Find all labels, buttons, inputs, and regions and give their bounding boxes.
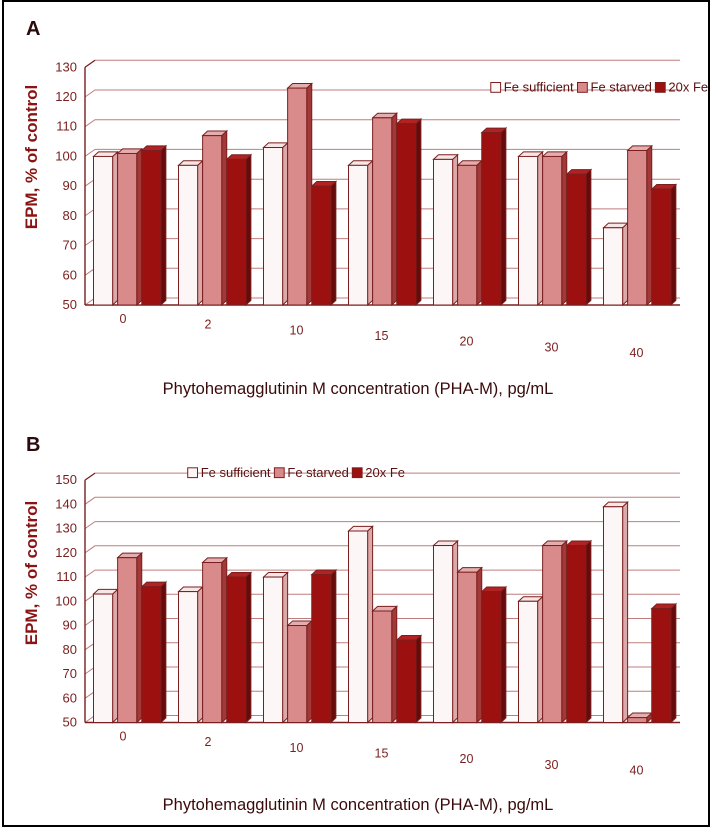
svg-text:100: 100 <box>55 148 77 163</box>
svg-text:140: 140 <box>55 496 77 511</box>
svg-text:2: 2 <box>205 735 212 749</box>
svg-text:Fe sufficient: Fe sufficient <box>504 80 574 95</box>
svg-text:40: 40 <box>630 346 644 360</box>
svg-text:30: 30 <box>545 340 559 354</box>
svg-text:90: 90 <box>63 178 77 193</box>
svg-text:2: 2 <box>205 318 212 332</box>
svg-text:Fe starved: Fe starved <box>591 80 652 95</box>
svg-text:20x Fe: 20x Fe <box>668 80 708 95</box>
svg-text:150: 150 <box>55 472 77 487</box>
svg-text:50: 50 <box>63 297 77 312</box>
svg-text:70: 70 <box>63 666 77 681</box>
svg-text:30: 30 <box>545 757 559 771</box>
svg-text:50: 50 <box>63 714 77 729</box>
svg-text:80: 80 <box>63 208 77 223</box>
svg-text:110: 110 <box>56 119 77 134</box>
svg-text:0: 0 <box>120 729 127 743</box>
svg-text:80: 80 <box>63 641 77 656</box>
svg-text:20: 20 <box>460 335 474 349</box>
svg-text:15: 15 <box>375 746 389 760</box>
svg-text:20: 20 <box>460 752 474 766</box>
svg-text:120: 120 <box>55 89 77 104</box>
svg-text:15: 15 <box>375 329 389 343</box>
svg-text:Fe sufficient: Fe sufficient <box>201 464 271 479</box>
svg-text:100: 100 <box>55 593 77 608</box>
svg-text:10: 10 <box>290 323 304 337</box>
svg-text:120: 120 <box>55 544 77 559</box>
svg-text:60: 60 <box>63 267 77 282</box>
svg-text:60: 60 <box>63 690 77 705</box>
svg-text:70: 70 <box>63 238 77 253</box>
svg-text:130: 130 <box>55 59 77 74</box>
svg-text:90: 90 <box>63 617 77 632</box>
svg-text:40: 40 <box>630 763 644 777</box>
svg-text:130: 130 <box>55 520 77 535</box>
svg-text:110: 110 <box>56 569 77 584</box>
svg-text:0: 0 <box>120 312 127 326</box>
svg-text:10: 10 <box>290 740 304 754</box>
svg-text:20x Fe: 20x Fe <box>365 464 405 479</box>
svg-text:Fe starved: Fe starved <box>287 464 348 479</box>
